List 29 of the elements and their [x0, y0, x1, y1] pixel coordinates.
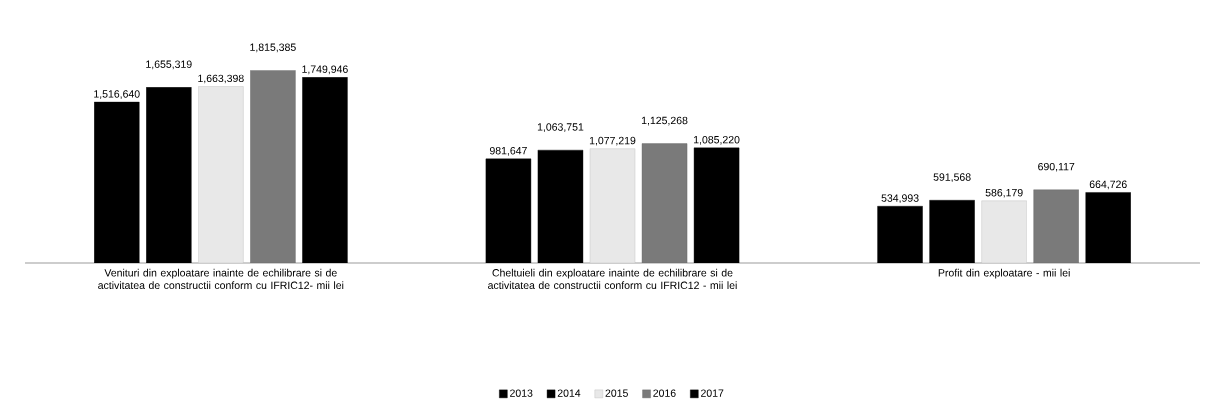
- legend-label: 2017: [701, 389, 724, 397]
- bar: [589, 148, 636, 263]
- data-label: 1,815,385: [250, 43, 296, 53]
- data-label: 1,063,751: [537, 123, 584, 132]
- bar: [981, 200, 1027, 263]
- data-label: 1,125,268: [641, 116, 688, 126]
- x-tick-label: Profit din exploatare - mii lei: [938, 268, 1070, 279]
- data-label: 664,726: [1089, 180, 1127, 190]
- data-label: 1,077,219: [589, 136, 636, 146]
- bar: [250, 70, 296, 263]
- x-tick-label: Venituri din exploatare inainte de echilibrare si de activitatea de constructii conform cu IFRIC12- mii lei: [98, 268, 344, 290]
- data-label: 981,647: [489, 146, 527, 156]
- legend-label: 2013: [510, 389, 533, 397]
- bar: [198, 86, 244, 263]
- data-label: 1,663,398: [198, 74, 244, 84]
- data-label: 1,085,220: [694, 135, 740, 145]
- data-label: 1,655,319: [146, 60, 192, 70]
- bar: [641, 143, 688, 263]
- bar: [1033, 189, 1079, 263]
- data-label: 690,117: [1038, 162, 1075, 172]
- legend-label: 2016: [653, 389, 676, 397]
- legend-label: 2015: [605, 389, 628, 397]
- data-label: 1,749,946: [302, 65, 348, 75]
- data-label: 534,993: [881, 194, 919, 204]
- legend-label: 2014: [557, 389, 581, 397]
- data-label: 1,516,640: [94, 90, 140, 99]
- data-label: 591,568: [933, 173, 971, 183]
- data-label: 586,179: [985, 188, 1023, 198]
- x-tick-label: Cheltuieli din exploatare inainte de echilibrare si de activitatea de constructii conform cu IFRIC12 - mii lei: [488, 268, 737, 290]
